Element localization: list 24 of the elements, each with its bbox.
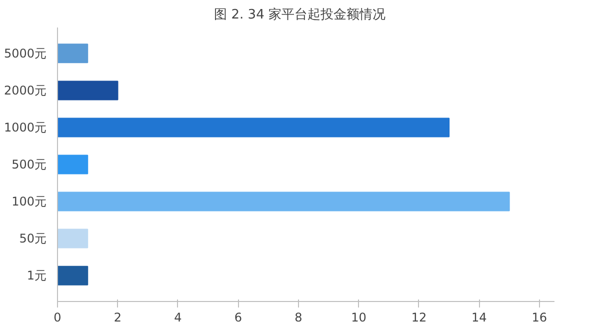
bar	[58, 266, 88, 286]
bar	[58, 154, 88, 174]
y-tick-label: 1000元	[4, 120, 47, 134]
x-tick-label: 6	[234, 310, 242, 324]
y-tick-label: 1元	[26, 268, 47, 283]
bar	[58, 80, 118, 100]
x-tick-label: 16	[532, 310, 548, 324]
bar	[58, 192, 510, 212]
bar	[58, 44, 88, 64]
chart-title: 图 2. 34 家平台起投金额情况	[214, 6, 386, 22]
y-tick-label: 2000元	[4, 83, 47, 98]
bar	[58, 228, 88, 248]
y-tick-label: 500元	[12, 158, 46, 172]
y-tick-label: 5000元	[4, 46, 47, 60]
x-tick-label: 8	[294, 310, 302, 324]
y-tick-label: 100元	[12, 194, 46, 209]
y-tick-label: 50元	[19, 232, 47, 246]
x-tick-label: 14	[472, 310, 487, 324]
x-tick-label: 2	[114, 310, 122, 324]
x-tick-label: 0	[54, 310, 62, 324]
bar	[58, 118, 450, 138]
x-tick-label: 10	[351, 310, 366, 324]
x-tick-label: 12	[411, 310, 427, 324]
x-tick-label: 4	[174, 310, 182, 324]
